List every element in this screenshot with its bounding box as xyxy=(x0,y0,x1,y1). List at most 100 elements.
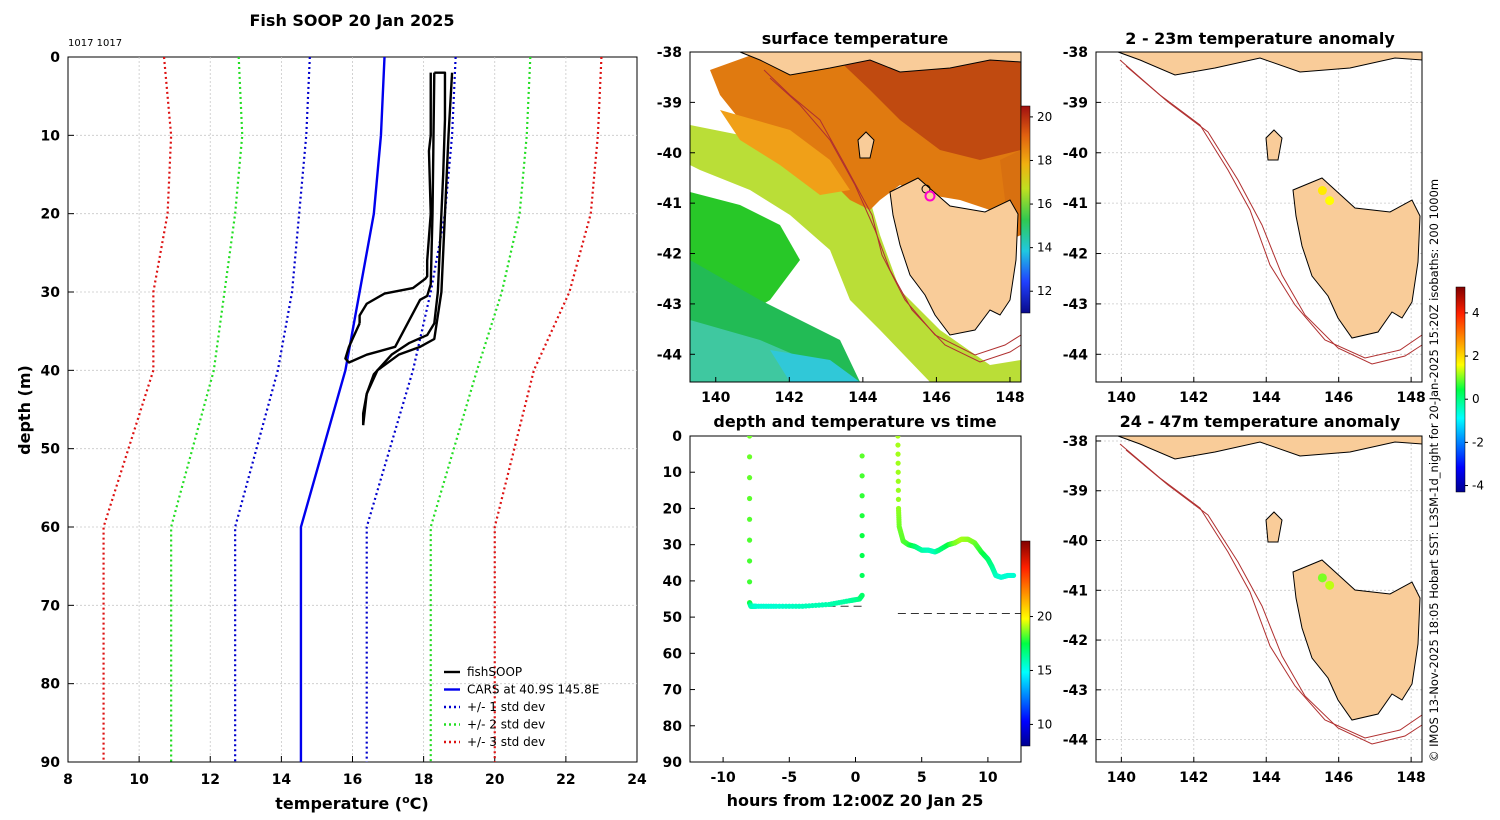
depth-time-sample-point xyxy=(1010,572,1017,579)
sst-map-king-island xyxy=(857,131,875,159)
imos-side-note: © IMOS 13-Nov-2025 18:05 Hobart SST: L3S… xyxy=(1427,179,1441,762)
sst-map-title: surface temperature xyxy=(762,29,949,48)
profile-x-label: temperature (oC) xyxy=(275,793,428,814)
depth-time-y-tick-label: 90 xyxy=(663,755,683,771)
map-x-tick-label: 140 xyxy=(1107,390,1136,406)
map-x-tick-label: 142 xyxy=(1179,390,1208,406)
map-y-tick-label: -42 xyxy=(657,247,682,263)
depth-time-y-tick-label: 70 xyxy=(663,683,683,699)
cast-id-label: 1017 1017 xyxy=(68,38,122,49)
depth-time-data xyxy=(746,436,1021,614)
colorbar-tick-label: 10 xyxy=(1037,717,1052,731)
profile-y-ticks: 0 10 20 30 40 50 60 70 80 90 xyxy=(41,50,74,771)
anomaly-upper-isobath-200 xyxy=(1119,59,1423,359)
depth-time-sample-point xyxy=(895,478,901,484)
x-label-degree: o xyxy=(402,793,410,806)
fishsoop-cast-line xyxy=(358,72,432,324)
profile-y-tick-label: 0 xyxy=(50,50,60,66)
anomaly-point xyxy=(1325,196,1335,206)
cars-mean-line xyxy=(299,57,386,762)
main-title: Fish SOOP 20 Jan 2025 xyxy=(250,11,455,30)
anomaly-upper-title: 2 - 23m temperature anomaly xyxy=(1125,29,1395,48)
depth-time-y-tick-label: 20 xyxy=(663,501,683,517)
colorbar-tick-label: 16 xyxy=(1037,197,1052,211)
std3-upper-line xyxy=(493,57,603,762)
map-y-tick-label: -41 xyxy=(657,196,682,212)
std2-lower-line xyxy=(170,57,244,762)
profile-y-tick-label: 40 xyxy=(41,363,61,379)
map-x-tick-label: 148 xyxy=(1397,390,1426,406)
depth-time-sample-point xyxy=(895,451,901,457)
map-y-tick-label: -43 xyxy=(1063,683,1088,699)
sst-map-ticks: 140 142 144 146 148 -38 -39 -40 -41 -42 -43 -44 xyxy=(657,45,1025,406)
depth-time-sample-point xyxy=(895,487,901,493)
std1-lower-line xyxy=(234,57,311,762)
map-y-tick-label: -38 xyxy=(657,45,682,61)
depth-time-colorbar xyxy=(1020,540,1031,747)
sst-field xyxy=(690,52,1021,382)
profile-y-tick-label: 80 xyxy=(41,677,61,693)
depth-time-sample-point xyxy=(859,552,865,559)
map-y-tick-label: -44 xyxy=(1063,347,1089,363)
profile-y-tick-label: 20 xyxy=(41,207,61,223)
colorbar-tick-label: 2 xyxy=(1472,349,1480,363)
depth-time-x-tick-label: 5 xyxy=(917,770,927,786)
anomaly-lower-ticks: 140 142 144 146 148 -38 -39 -40 -41 -42 -43 -44 xyxy=(1063,434,1426,786)
map-x-tick-label: 146 xyxy=(1324,390,1353,406)
map-x-tick-label: 144 xyxy=(1252,390,1281,406)
map-x-tick-label: 144 xyxy=(848,390,877,406)
anomaly-colorbar-ticks: -4 -2 0 2 4 xyxy=(1465,306,1484,493)
map-y-tick-label: -41 xyxy=(1063,583,1088,599)
std1-upper-line xyxy=(365,57,457,762)
anomaly-lower-isobath-200 xyxy=(1119,443,1423,739)
map-y-tick-label: -41 xyxy=(1063,196,1088,212)
depth-time-sample-point xyxy=(746,516,753,522)
anomaly-upper-ticks: 140 142 144 146 148 -38 -39 -40 -41 -42 -43 -44 xyxy=(1063,45,1426,406)
map-x-tick-label: 148 xyxy=(995,390,1024,406)
colorbar-tick-label: 20 xyxy=(1037,110,1052,124)
map-x-tick-label: 140 xyxy=(701,390,730,406)
depth-time-sample-point xyxy=(746,454,753,460)
anomaly-lower-frame xyxy=(1095,435,1423,763)
depth-time-sample-point xyxy=(746,579,753,585)
depth-time-sample-point xyxy=(746,537,753,543)
profile-y-tick-label: 30 xyxy=(41,285,61,301)
fishsoop-cast-line xyxy=(361,72,454,426)
depth-time-sample-point xyxy=(859,453,865,459)
map-x-tick-label: 142 xyxy=(1179,770,1208,786)
map-y-tick-label: -39 xyxy=(657,95,682,111)
legend-label: +/- 1 std dev xyxy=(467,700,545,714)
depth-time-sample-point xyxy=(895,469,901,475)
profile-x-ticks: 8 10 12 14 16 18 20 22 24 xyxy=(63,756,647,788)
depth-time-sample-point xyxy=(859,513,865,519)
map-y-tick-label: -44 xyxy=(657,347,683,363)
map-x-tick-label: 146 xyxy=(922,390,951,406)
depth-time-sample-point xyxy=(859,592,865,598)
sst-region-cool-patch xyxy=(770,350,860,382)
colorbar-tick-label: -4 xyxy=(1472,479,1484,493)
profile-x-tick-label: 22 xyxy=(556,772,575,788)
sst-colorbar xyxy=(1020,105,1031,314)
depth-time-sample-point xyxy=(895,496,902,502)
profile-x-tick-label: 24 xyxy=(627,772,647,788)
legend-label: fishSOOP xyxy=(467,665,522,679)
anomaly-lower-isobath-1000 xyxy=(1125,449,1423,745)
depth-time-sample-point xyxy=(895,436,901,439)
legend-label: +/- 2 std dev xyxy=(467,718,545,732)
profile-legend: fishSOOP CARS at 40.9S 145.8E +/- 1 std de… xyxy=(444,665,599,749)
depth-time-y-tick-label: 10 xyxy=(663,465,683,481)
map-y-tick-label: -39 xyxy=(1063,95,1088,111)
anomaly-point xyxy=(1317,573,1327,583)
anomaly-point xyxy=(1317,186,1327,196)
anomaly-lower-king-island xyxy=(1265,511,1283,543)
anomaly-lower-title: 24 - 47m temperature anomaly xyxy=(1120,412,1401,431)
depth-time-sample-point xyxy=(859,493,865,499)
x-label-text: temperature ( xyxy=(275,794,402,813)
depth-time-x-label: hours from 12:00Z 20 Jan 25 xyxy=(727,791,984,810)
depth-time-sample-point xyxy=(746,475,753,481)
depth-time-panel: depth and temperature vs time -10 -5 0 5 10 0… xyxy=(663,412,1053,810)
depth-time-x-tick-label: 0 xyxy=(851,770,861,786)
map-y-tick-label: -40 xyxy=(657,146,683,162)
anomaly-map-lower-panel: 24 - 47m temperature anomaly 140 142 144 14… xyxy=(1063,412,1426,786)
sst-map-tasmania xyxy=(889,177,1019,336)
